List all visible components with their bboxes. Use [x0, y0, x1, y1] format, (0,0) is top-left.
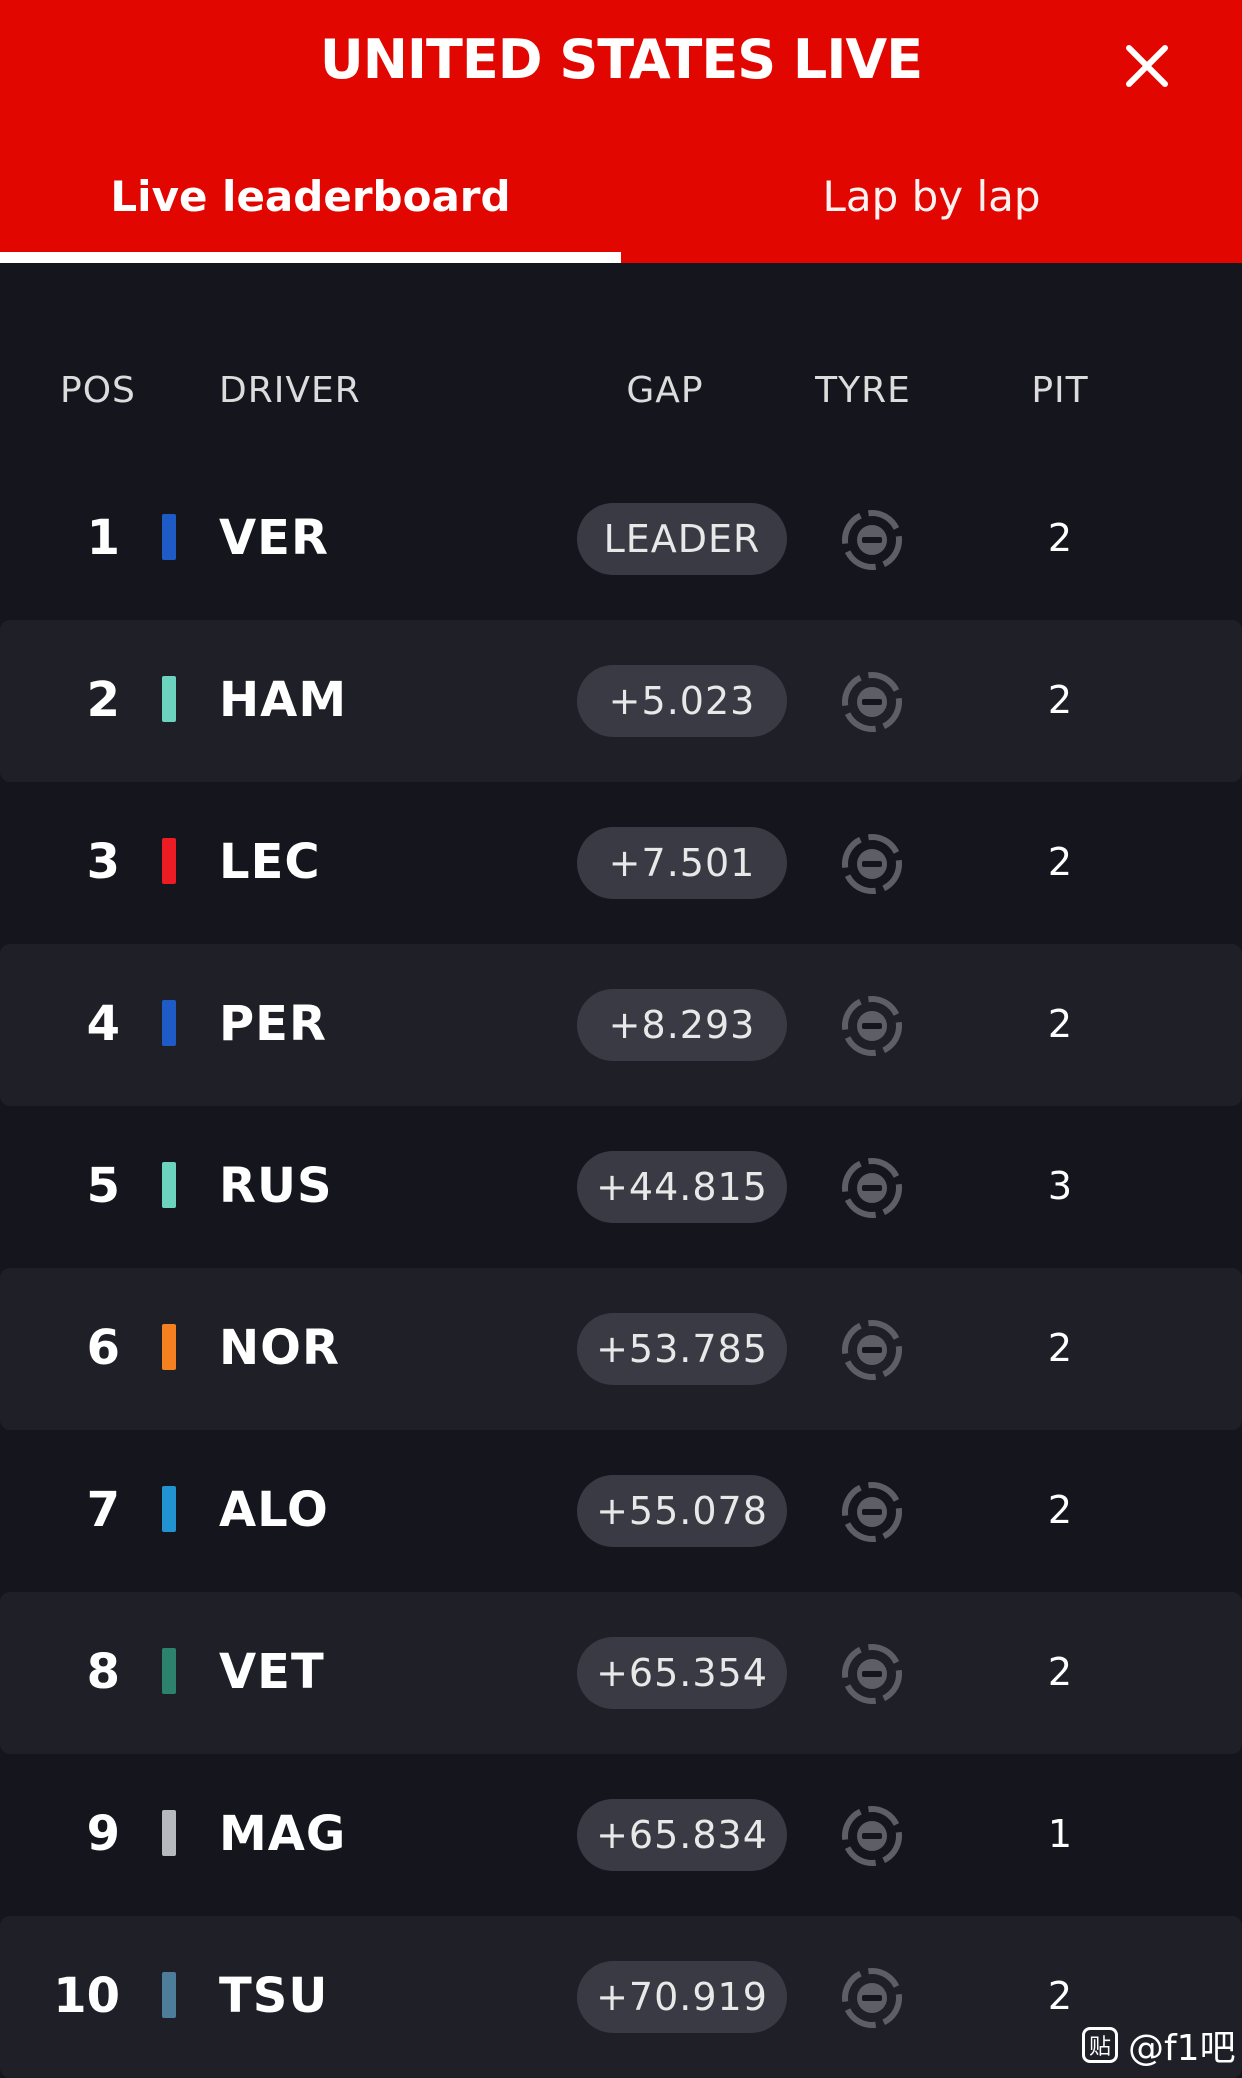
gap-pill: +65.834: [577, 1799, 787, 1871]
pit-count: 3: [1047, 1164, 1073, 1208]
column-header-gap: GAP: [626, 370, 704, 411]
gap-pill: +65.354: [577, 1637, 787, 1709]
pit-count: 2: [1047, 840, 1073, 884]
position-number: 5: [86, 1158, 120, 1214]
position-number: 6: [86, 1320, 120, 1376]
column-header-tyre: TYRE: [815, 370, 911, 411]
table-row[interactable]: 9 MAG +65.834 1: [0, 1754, 1242, 1916]
active-tab-indicator: [0, 252, 621, 263]
driver-code: HAM: [219, 672, 348, 728]
team-color-bar: [162, 1000, 176, 1046]
unknown-tyre-icon: [842, 672, 902, 732]
position-number: 1: [86, 510, 120, 566]
page-title: UNITED STATES LIVE: [319, 28, 923, 91]
column-header-driver: DRIVER: [219, 370, 361, 411]
team-color-bar: [162, 1810, 176, 1856]
pit-count: 2: [1047, 1488, 1073, 1532]
team-color-bar: [162, 1324, 176, 1370]
pit-count: 2: [1047, 1326, 1073, 1370]
unknown-tyre-icon: [842, 1644, 902, 1704]
watermark: 贴 @f1吧: [1082, 2020, 1236, 2070]
column-header-pit: PIT: [1031, 370, 1089, 411]
gap-pill: +70.919: [577, 1961, 787, 2033]
tab-live-leaderboard[interactable]: Live leaderboard: [110, 172, 511, 221]
watermark-text: @f1吧: [1128, 2028, 1236, 2069]
gap-pill: +53.785: [577, 1313, 787, 1385]
unknown-tyre-icon: [842, 1968, 902, 2028]
driver-code: TSU: [219, 1968, 329, 2024]
position-number: 3: [86, 834, 120, 890]
team-color-bar: [162, 1486, 176, 1532]
tab-lap-by-lap[interactable]: Lap by lap: [822, 172, 1041, 221]
position-number: 8: [86, 1644, 120, 1700]
table-row[interactable]: 6 NOR +53.785 2: [0, 1268, 1242, 1430]
pit-count: 2: [1047, 516, 1073, 560]
tieba-logo-icon: 贴: [1082, 2027, 1118, 2063]
close-button[interactable]: [1115, 34, 1179, 98]
gap-pill: +7.501: [577, 827, 787, 899]
table-row[interactable]: 3 LEC +7.501 2: [0, 782, 1242, 944]
team-color-bar: [162, 676, 176, 722]
team-color-bar: [162, 838, 176, 884]
driver-code: MAG: [219, 1806, 347, 1862]
table-row[interactable]: 1 VER LEADER 2: [0, 458, 1242, 620]
unknown-tyre-icon: [842, 1482, 902, 1542]
gap-pill: +8.293: [577, 989, 787, 1061]
team-color-bar: [162, 514, 176, 560]
table-row[interactable]: 8 VET +65.354 2: [0, 1592, 1242, 1754]
close-icon: [1126, 45, 1168, 87]
table-row[interactable]: 7 ALO +55.078 2: [0, 1430, 1242, 1592]
unknown-tyre-icon: [842, 996, 902, 1056]
pit-count: 2: [1047, 1974, 1073, 2018]
table-row[interactable]: 5 RUS +44.815 3: [0, 1106, 1242, 1268]
table-row[interactable]: 2 HAM +5.023 2: [0, 620, 1242, 782]
header-bar: UNITED STATES LIVE Live leaderboard Lap …: [0, 0, 1242, 263]
gap-pill: +5.023: [577, 665, 787, 737]
unknown-tyre-icon: [842, 1158, 902, 1218]
driver-code: NOR: [219, 1320, 340, 1376]
pit-count: 2: [1047, 1002, 1073, 1046]
position-number: 10: [53, 1968, 120, 2024]
position-number: 4: [86, 996, 120, 1052]
pit-count: 1: [1047, 1812, 1073, 1856]
unknown-tyre-icon: [842, 1320, 902, 1380]
driver-code: ALO: [219, 1482, 329, 1538]
driver-code: LEC: [219, 834, 321, 890]
driver-code: VET: [219, 1644, 325, 1700]
column-header-pos: POS: [60, 370, 136, 411]
unknown-tyre-icon: [842, 1806, 902, 1866]
gap-pill: +55.078: [577, 1475, 787, 1547]
unknown-tyre-icon: [842, 510, 902, 570]
team-color-bar: [162, 1648, 176, 1694]
table-row[interactable]: 10 TSU +70.919 2: [0, 1916, 1242, 2078]
table-row[interactable]: 4 PER +8.293 2: [0, 944, 1242, 1106]
driver-code: VER: [219, 510, 329, 566]
gap-pill: +44.815: [577, 1151, 787, 1223]
team-color-bar: [162, 1972, 176, 2018]
gap-pill: LEADER: [577, 503, 787, 575]
driver-code: PER: [219, 996, 327, 1052]
team-color-bar: [162, 1162, 176, 1208]
unknown-tyre-icon: [842, 834, 902, 894]
position-number: 9: [86, 1806, 120, 1862]
pit-count: 2: [1047, 678, 1073, 722]
position-number: 7: [86, 1482, 120, 1538]
pit-count: 2: [1047, 1650, 1073, 1694]
position-number: 2: [86, 672, 120, 728]
driver-code: RUS: [219, 1158, 333, 1214]
